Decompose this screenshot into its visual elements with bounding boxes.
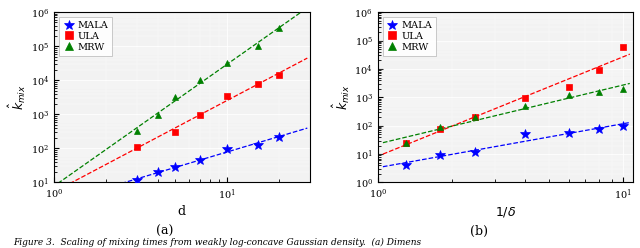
MRW	[172, 95, 179, 98]
Legend: MALA, ULA, MRW: MALA, ULA, MRW	[59, 17, 112, 56]
ULA	[196, 114, 204, 117]
MRW	[196, 79, 204, 82]
MRW	[522, 104, 529, 107]
X-axis label: $1/\delta$: $1/\delta$	[495, 205, 516, 219]
ULA	[472, 116, 479, 119]
MALA	[564, 132, 572, 135]
MRW	[223, 61, 231, 64]
MALA	[223, 148, 231, 151]
MALA	[275, 135, 283, 138]
MALA	[253, 143, 261, 146]
Text: (a): (a)	[156, 225, 174, 238]
Line: ULA: ULA	[402, 43, 627, 146]
MRW	[154, 113, 162, 116]
MALA	[402, 164, 410, 167]
ULA	[253, 82, 261, 85]
Text: (b): (b)	[470, 225, 488, 238]
ULA	[436, 128, 444, 131]
MRW	[253, 45, 261, 48]
X-axis label: d: d	[178, 205, 186, 218]
MRW	[564, 93, 572, 96]
Legend: MALA, ULA, MRW: MALA, ULA, MRW	[383, 17, 436, 56]
Line: MRW: MRW	[133, 24, 283, 134]
ULA	[275, 74, 283, 77]
MRW	[402, 141, 410, 144]
Text: Figure 3.  Scaling of mixing times from weakly log-concave Gaussian density.  (a: Figure 3. Scaling of mixing times from w…	[13, 238, 421, 247]
ULA	[522, 96, 529, 99]
ULA	[402, 141, 410, 144]
Y-axis label: $\hat{k}_{mix}$: $\hat{k}_{mix}$	[7, 85, 28, 110]
MALA	[154, 171, 162, 174]
MRW	[133, 129, 141, 132]
MALA	[133, 178, 141, 181]
MALA	[595, 128, 603, 131]
MRW	[595, 91, 603, 94]
ULA	[172, 130, 179, 133]
MRW	[436, 125, 444, 128]
ULA	[564, 86, 572, 89]
MRW	[472, 116, 479, 119]
Line: MRW: MRW	[402, 85, 627, 146]
Line: MALA: MALA	[401, 122, 628, 170]
MALA	[472, 150, 479, 153]
Y-axis label: $\hat{k}_{mix}$: $\hat{k}_{mix}$	[330, 85, 351, 110]
MALA	[619, 125, 627, 128]
Line: ULA: ULA	[133, 72, 283, 151]
ULA	[133, 146, 141, 149]
MRW	[275, 26, 283, 29]
MRW	[619, 87, 627, 90]
MALA	[172, 166, 179, 169]
ULA	[619, 45, 627, 48]
MALA	[196, 159, 204, 162]
ULA	[595, 69, 603, 72]
ULA	[223, 94, 231, 97]
MALA	[522, 133, 529, 136]
MALA	[436, 154, 444, 157]
Line: MALA: MALA	[132, 132, 284, 185]
